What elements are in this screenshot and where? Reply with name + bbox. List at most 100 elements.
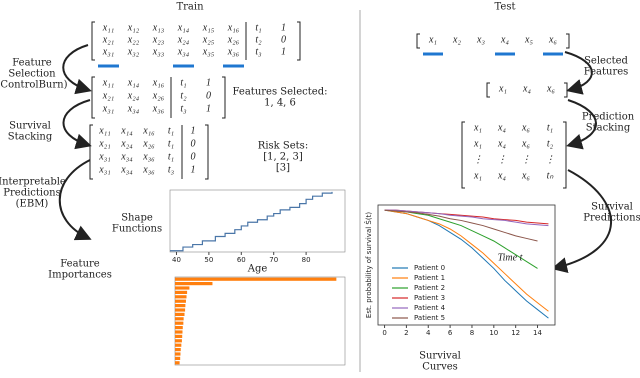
matrix-cell: x₄ — [497, 170, 506, 181]
label: Interpretable — [0, 177, 66, 188]
label: 1, 4, 6 — [264, 98, 296, 109]
matrix-cell: x₂₄ — [120, 138, 133, 149]
matrix-cell: x₄ — [497, 122, 506, 133]
x-tick-label: 14 — [533, 329, 542, 337]
matrix-cell: 0 — [281, 34, 286, 45]
label: [1, 2, 3] — [263, 152, 303, 163]
matrix-cell: 1 — [191, 125, 196, 136]
matrix-cell: x₄ — [497, 138, 506, 149]
label: Risk Sets: — [258, 141, 308, 152]
legend-label: Patient 3 — [414, 294, 445, 302]
matrix-cell: x₃₆ — [227, 46, 240, 57]
label: Stacking — [586, 123, 631, 134]
x-tick-label: 40 — [172, 256, 181, 264]
matrix-cell: x₆ — [521, 138, 530, 149]
x-tick-label: 50 — [204, 256, 213, 264]
label: Survival — [9, 121, 51, 132]
matrix-cell: x₃₁ — [98, 151, 110, 162]
matrix-cell: x₁₄ — [120, 125, 133, 136]
matrix-cell: x₄ — [522, 83, 531, 94]
matrix-cell: x₃₁ — [102, 46, 114, 57]
matrix-cell: t₁ — [255, 22, 261, 33]
plot-frame — [169, 189, 346, 253]
matrix-cell: x₆ — [521, 122, 530, 133]
legend-label: Patient 2 — [414, 284, 445, 292]
matrix-cell: x₃₄ — [127, 103, 140, 114]
matrix-cell: x₁₅ — [202, 22, 215, 33]
label: Features — [584, 67, 629, 78]
panel-title: Train — [176, 2, 204, 13]
bar — [175, 361, 180, 365]
label: Curves — [422, 362, 458, 373]
x-tick-label: 10 — [489, 329, 498, 337]
label: Selection — [8, 69, 56, 80]
x-tick-label: 6 — [448, 329, 453, 337]
bar — [175, 308, 186, 312]
matrix-cell: x₆ — [548, 34, 557, 45]
legend-label: Patient 0 — [414, 264, 445, 272]
plot-frame — [174, 276, 346, 366]
bracket — [222, 76, 226, 119]
matrix-cell: t₃ — [168, 164, 175, 175]
bar — [175, 312, 185, 316]
bar — [175, 295, 187, 299]
bracket — [566, 33, 570, 49]
matrix-cell: 1 — [281, 46, 286, 57]
matrix-cell: x₄ — [500, 34, 509, 45]
bar — [175, 282, 213, 286]
matrix-cell: x₁₆ — [227, 22, 240, 33]
plot-bg — [377, 204, 556, 326]
matrix-cell: t₁ — [168, 151, 174, 162]
label: Survival — [591, 202, 633, 213]
matrix-cell: x₂₄ — [127, 90, 140, 101]
matrix-cell: x₃₆ — [142, 164, 155, 175]
matrix-cell: x₃₃ — [152, 46, 165, 57]
matrix-cell: t₁ — [168, 138, 174, 149]
bar — [175, 356, 181, 360]
bracket — [91, 21, 95, 61]
matrix-cell: x₁₁ — [102, 22, 114, 33]
bar — [175, 317, 184, 321]
matrix-cell: x₂₆ — [227, 34, 240, 45]
matrix-cell: x₁₄ — [177, 22, 190, 33]
matrix-cell: x₁₁ — [102, 77, 114, 88]
x-tick-label: 12 — [511, 329, 520, 337]
matrix-cell: x₂₄ — [177, 34, 190, 45]
matrix-cell: x₁₆ — [142, 125, 155, 136]
panel-title: Test — [495, 2, 516, 13]
bar — [175, 352, 181, 356]
matrix-cell: x₃₄ — [120, 151, 133, 162]
label: Survival — [419, 351, 461, 362]
bar — [175, 343, 182, 347]
matrix-cell: x₂₁ — [102, 34, 114, 45]
bar — [175, 334, 183, 338]
bracket — [91, 76, 95, 119]
matrix-cell: x₆ — [546, 83, 555, 94]
matrix-cell: t₂ — [547, 138, 554, 149]
legend-label: Patient 1 — [414, 274, 445, 282]
bracket — [89, 124, 93, 180]
x-tick-label: 60 — [237, 256, 246, 264]
x-tick-label: 70 — [269, 256, 278, 264]
matrix-cell: x₃₁ — [102, 103, 114, 114]
matrix-cell: x₂₁ — [102, 90, 114, 101]
arrows — [58, 44, 612, 273]
label: Feature — [60, 259, 100, 270]
label: Predictions — [583, 213, 640, 224]
matrix-cell: x₂₅ — [202, 34, 215, 45]
bar — [175, 304, 186, 308]
matrix-cell: x₁ — [473, 138, 482, 149]
matrix-cell: 1 — [281, 22, 286, 33]
label: Stacking — [8, 132, 53, 143]
label: Predictions — [3, 188, 60, 199]
x-tick-label: 4 — [426, 329, 431, 337]
matrix-cell: x₃₆ — [142, 151, 155, 162]
matrix-cell: x₃ — [476, 34, 485, 45]
matrix-cell: x₃₁ — [98, 164, 110, 175]
matrix-cell: t₂ — [180, 90, 187, 101]
matrix-cell: x₁₄ — [127, 77, 140, 88]
bar — [175, 277, 337, 281]
matrix-cell: x₁₃ — [152, 22, 165, 33]
